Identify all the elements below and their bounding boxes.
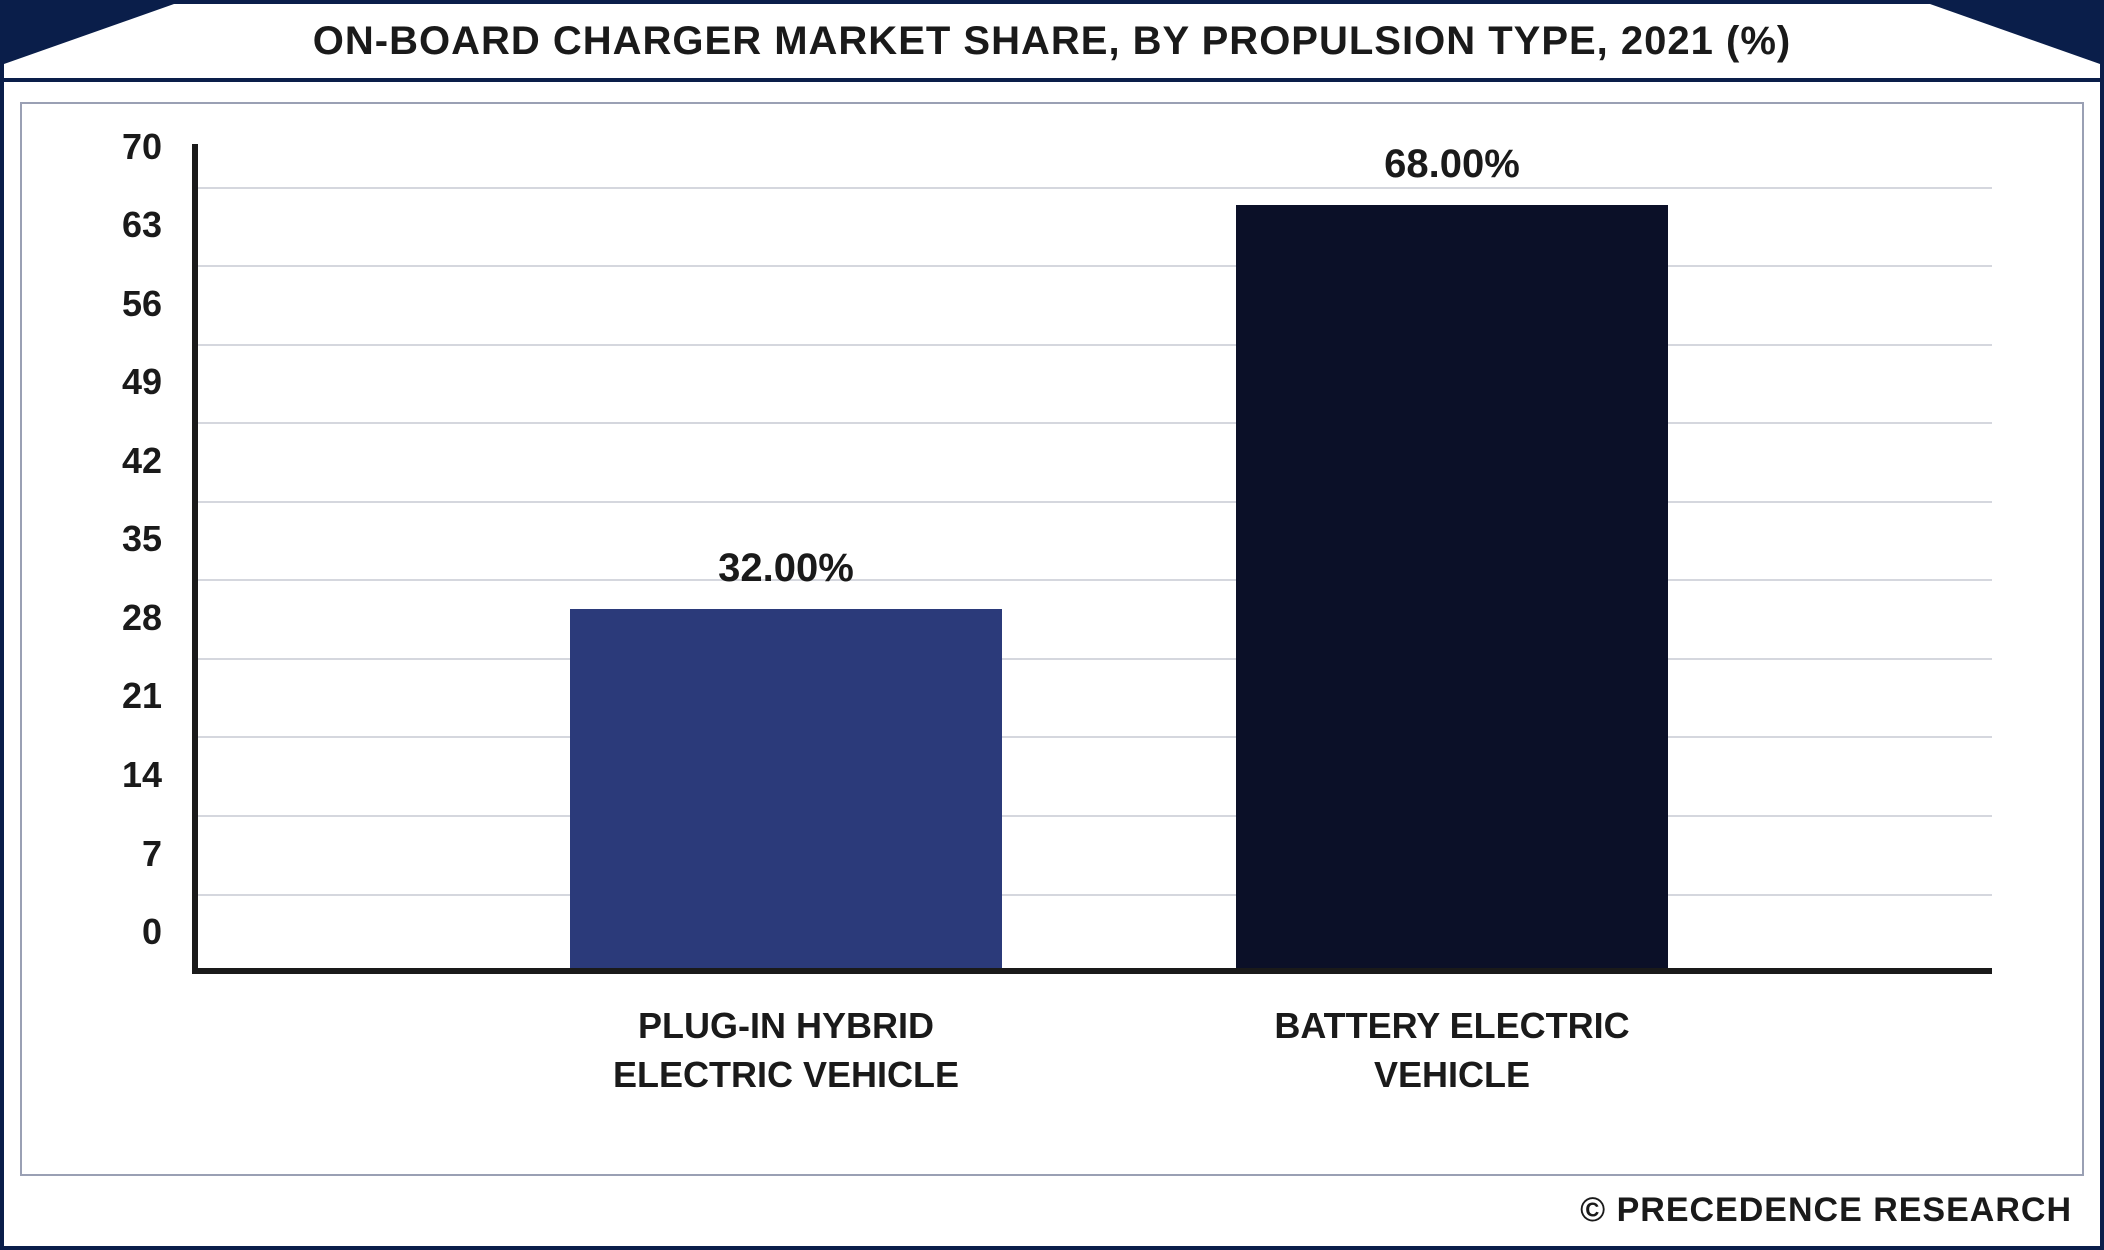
footer-credit: © PRECEDENCE RESEARCH <box>1580 1191 2072 1230</box>
bar-value-label: 68.00% <box>1384 142 1520 205</box>
x-category-label: PLUG-IN HYBRIDELECTRIC VEHICLE <box>566 974 1006 1099</box>
chart-title: ON-BOARD CHARGER MARKET SHARE, BY PROPUL… <box>313 19 1791 64</box>
x-category-label: BATTERY ELECTRIC VEHICLE <box>1232 974 1672 1099</box>
chart-area: 0714212835424956637032.00%PLUG-IN HYBRID… <box>192 144 1992 974</box>
y-tick-label: 7 <box>142 833 192 875</box>
y-tick-label: 42 <box>122 440 192 482</box>
plot-region: 0714212835424956637032.00%PLUG-IN HYBRID… <box>192 144 1992 974</box>
gridline <box>198 658 1992 660</box>
gridline <box>198 187 1992 189</box>
gridline <box>198 815 1992 817</box>
gridline <box>198 422 1992 424</box>
gridline <box>198 501 1992 503</box>
y-tick-label: 0 <box>142 911 192 953</box>
gridline <box>198 265 1992 267</box>
bar: 68.00% <box>1236 205 1668 968</box>
gridline <box>198 736 1992 738</box>
y-tick-label: 21 <box>122 675 192 717</box>
y-tick-label: 63 <box>122 204 192 246</box>
bar: 32.00% <box>570 609 1002 968</box>
corner-triangle-top-left <box>4 4 174 64</box>
y-tick-label: 49 <box>122 361 192 403</box>
title-bar: ON-BOARD CHARGER MARKET SHARE, BY PROPUL… <box>4 4 2100 82</box>
gridline <box>198 579 1992 581</box>
corner-triangle-top-right <box>1930 4 2100 64</box>
y-tick-label: 14 <box>122 754 192 796</box>
y-tick-label: 28 <box>122 597 192 639</box>
y-tick-label: 35 <box>122 518 192 560</box>
y-axis <box>192 144 198 974</box>
chart-outer-frame: ON-BOARD CHARGER MARKET SHARE, BY PROPUL… <box>0 0 2104 1250</box>
bar-value-label: 32.00% <box>718 546 854 609</box>
x-axis <box>192 968 1992 974</box>
y-tick-label: 56 <box>122 283 192 325</box>
y-tick-label: 70 <box>122 126 192 168</box>
gridline <box>198 894 1992 896</box>
chart-inner-frame: 0714212835424956637032.00%PLUG-IN HYBRID… <box>20 102 2084 1176</box>
gridline <box>198 344 1992 346</box>
